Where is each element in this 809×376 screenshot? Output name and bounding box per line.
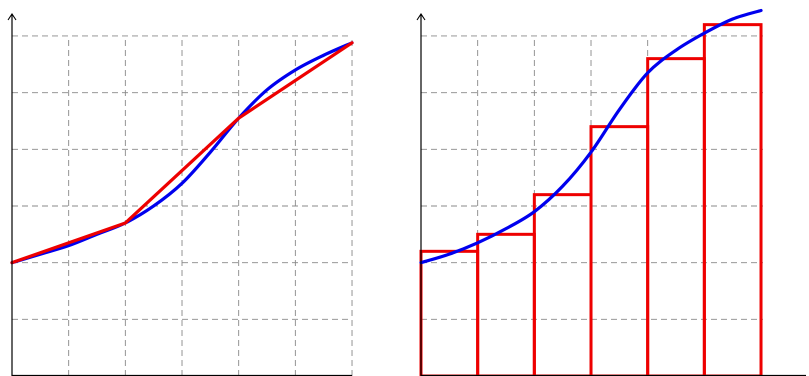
bar [591, 127, 648, 376]
bar [648, 59, 705, 376]
bar [704, 25, 761, 376]
bar [534, 195, 591, 376]
bar [478, 234, 535, 376]
left-chart [8, 14, 352, 376]
bars [421, 25, 761, 376]
bar [421, 251, 478, 376]
right-chart [417, 10, 806, 376]
axes [417, 14, 806, 376]
grid [12, 36, 352, 376]
